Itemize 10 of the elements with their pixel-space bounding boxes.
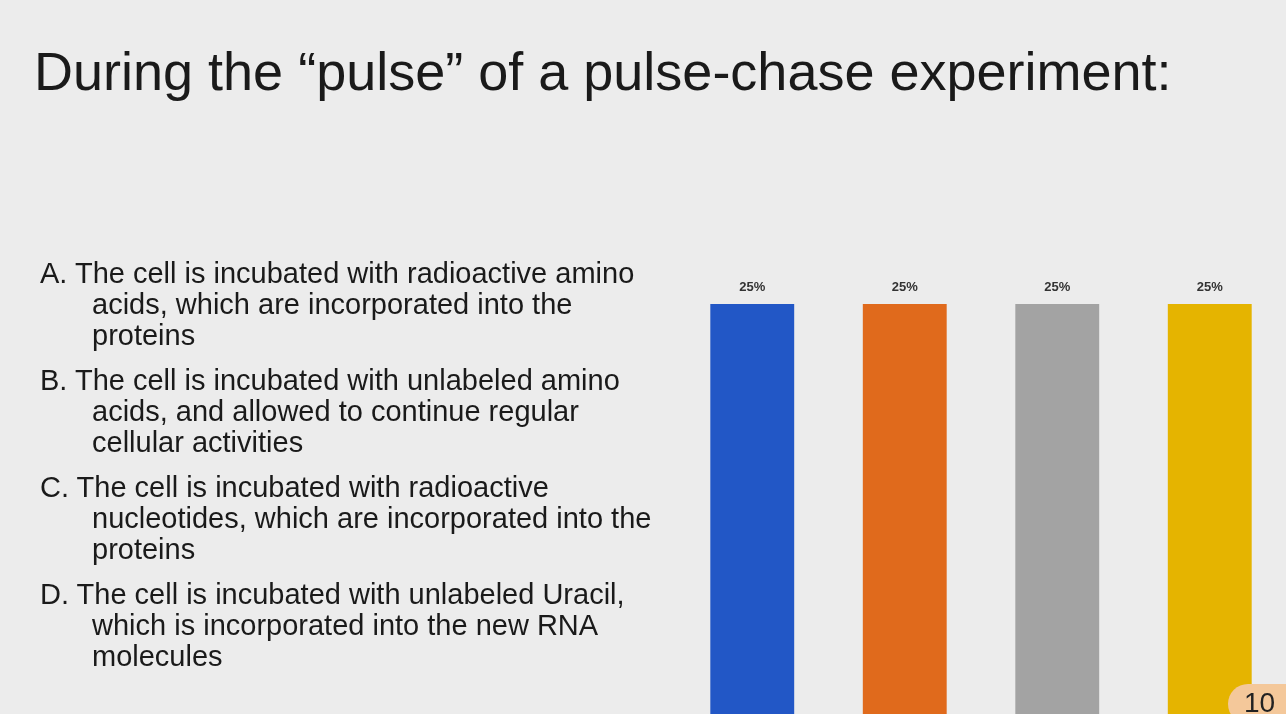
data-label: 25% (1044, 279, 1071, 295)
text: D. The cell is incubated with unlabeled Uracil, which is incorporated into the new RNA molecules (40, 578, 626, 672)
data-label: 25% (891, 279, 919, 295)
chart-title: During the “pulse” of a pulse-chase experiment: (34, 40, 1172, 102)
annotation: 10 (1228, 684, 1286, 714)
text: B. The cell is incubated with unlabeled amino acids, and allowed to continue regular cellular activities (40, 364, 621, 458)
text: A. The cell is incubated with radioactive amino acids, which are incorporated into the proteins (40, 257, 636, 351)
text: C. The cell is incubated with radioactive nucleotides, which are incorporated into the proteins (40, 471, 653, 565)
data-label: 25% (739, 279, 766, 295)
data-label: 25% (1196, 279, 1224, 295)
